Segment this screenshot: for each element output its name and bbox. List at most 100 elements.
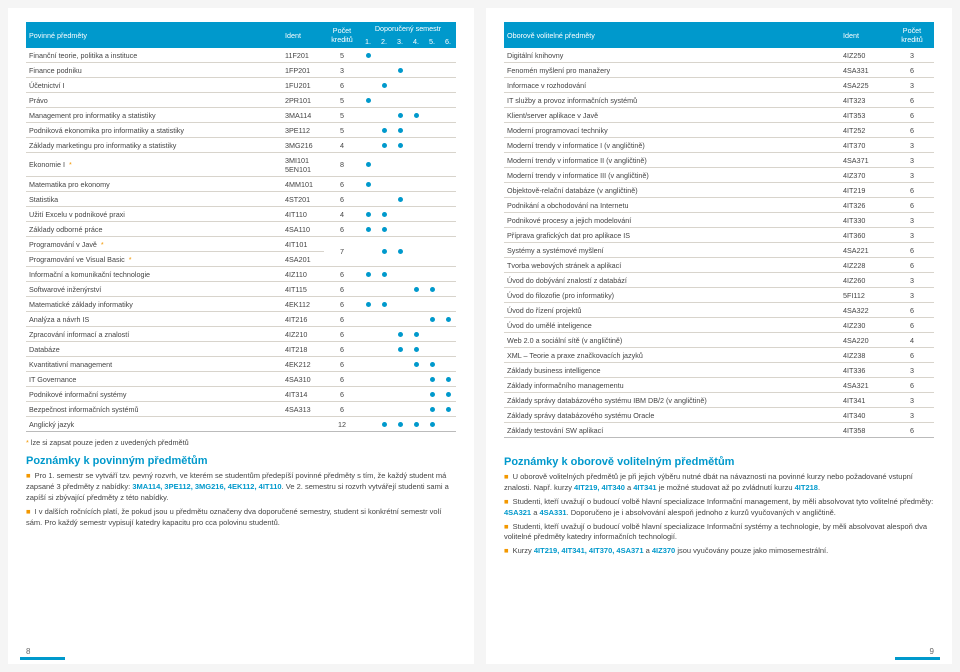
cell-sem	[424, 63, 440, 78]
cell-name: Ekonomie I *	[26, 153, 282, 177]
cell-sem	[424, 312, 440, 327]
cell-sem	[376, 207, 392, 222]
cell: 6	[890, 348, 934, 363]
cell: Příprava grafických dat pro aplikace IS	[504, 228, 840, 243]
cell-sem	[392, 192, 408, 207]
table-row: Digitální knihovny4IZ2503	[504, 48, 934, 63]
cell-sem	[392, 153, 408, 177]
cell-ident: 4SA110	[282, 222, 324, 237]
cell-ident: 4IT110	[282, 207, 324, 222]
cell-credits: 6	[324, 222, 360, 237]
cell-sem	[440, 342, 456, 357]
note-item: ■ I v dalších ročnících platí, že pokud …	[26, 507, 456, 529]
cell-sem	[440, 78, 456, 93]
cell-credits: 6	[324, 267, 360, 282]
cell: 4IT358	[840, 423, 890, 438]
table-row: Moderní trendy v informatice I (v anglič…	[504, 138, 934, 153]
cell-sem	[392, 78, 408, 93]
page-left: Povinné předměty Ident Počet kreditů Dop…	[8, 8, 474, 664]
cell-sem	[408, 342, 424, 357]
cell-ident: 4IT314	[282, 387, 324, 402]
cell: IT služby a provoz informačních systémů	[504, 93, 840, 108]
table-row: Právo2PR1015	[26, 93, 456, 108]
cell: Základy testování SW aplikací	[504, 423, 840, 438]
cell-sem	[360, 237, 376, 267]
cell-sem	[424, 78, 440, 93]
cell-sem	[440, 282, 456, 297]
cell-sem	[440, 192, 456, 207]
cell-sem	[424, 138, 440, 153]
cell-sem	[376, 327, 392, 342]
cell-sem	[376, 357, 392, 372]
cell-sem	[424, 342, 440, 357]
table-row: Základy marketingu pro informatiky a sta…	[26, 138, 456, 153]
table-row: Matematika pro ekonomy4MM1016	[26, 177, 456, 192]
cell: 4IT341	[840, 393, 890, 408]
cell: Digitální knihovny	[504, 48, 840, 63]
cell-credits: 12	[324, 417, 360, 432]
cell-name: Programování ve Visual Basic *	[26, 252, 282, 267]
cell-sem	[424, 282, 440, 297]
cell-credits: 6	[324, 357, 360, 372]
mandatory-table: Povinné předměty Ident Počet kreditů Dop…	[26, 22, 456, 432]
cell-ident	[282, 417, 324, 432]
cell-sem	[408, 63, 424, 78]
cell-sem	[376, 417, 392, 432]
cell-sem	[408, 48, 424, 63]
table-row: IT Governance4SA3106	[26, 372, 456, 387]
cell: 6	[890, 258, 934, 273]
cell: 3	[890, 213, 934, 228]
cell-sem	[440, 417, 456, 432]
cell-sem	[360, 267, 376, 282]
cell: 4IZ370	[840, 168, 890, 183]
cell: Tvorba webových stránek a aplikací	[504, 258, 840, 273]
cell: 3	[890, 153, 934, 168]
cell-credits: 6	[324, 192, 360, 207]
cell-sem	[392, 267, 408, 282]
cell-sem	[360, 138, 376, 153]
cell-sem	[360, 327, 376, 342]
cell-sem	[360, 48, 376, 63]
cell: 6	[890, 378, 934, 393]
cell-sem	[424, 357, 440, 372]
table-row: Základy business intelligence4IT3363	[504, 363, 934, 378]
notes-title-right: Poznámky k oborově volitelným předmětům	[504, 456, 934, 468]
cell: 4IT370	[840, 138, 890, 153]
cell-sem	[360, 357, 376, 372]
cell-sem	[424, 222, 440, 237]
note-item: ■ U oborově volitelných předmětů je při …	[504, 472, 934, 494]
cell: 4SA225	[840, 78, 890, 93]
cell: 3	[890, 48, 934, 63]
cell-sem	[392, 93, 408, 108]
cell-credits: 6	[324, 297, 360, 312]
cell-sem	[392, 357, 408, 372]
cell-sem	[408, 372, 424, 387]
cell-ident: 11F201	[282, 48, 324, 63]
table-row: Anglický jazyk12	[26, 417, 456, 432]
cell-ident: 4IT101	[282, 237, 324, 252]
cell-credits: 6	[324, 387, 360, 402]
cell: Úvod do umělé inteligence	[504, 318, 840, 333]
cell: 4IZ250	[840, 48, 890, 63]
table-row: Ekonomie I *3MI1015EN1018	[26, 153, 456, 177]
cell-sem	[360, 192, 376, 207]
cell-name: Užití Excelu v podnikové praxi	[26, 207, 282, 222]
cell-sem	[408, 297, 424, 312]
cell: 6	[890, 303, 934, 318]
table-row: Úvod do umělé inteligence4IZ2306	[504, 318, 934, 333]
table-row: Moderní trendy v informatice II (v angli…	[504, 153, 934, 168]
cell: Informace v rozhodování	[504, 78, 840, 93]
cell-sem	[360, 93, 376, 108]
table-row: Příprava grafických dat pro aplikace IS4…	[504, 228, 934, 243]
cell: Klient/server aplikace v Javě	[504, 108, 840, 123]
cell-sem	[440, 237, 456, 267]
note-item: ■ Kurzy 4IT219, 4IT341, 4IT370, 4SA371 a…	[504, 546, 934, 557]
cell-sem	[424, 267, 440, 282]
cell-sem	[360, 108, 376, 123]
cell-sem	[392, 177, 408, 192]
cell-ident: 4MM101	[282, 177, 324, 192]
cell: 4IT323	[840, 93, 890, 108]
cell: 6	[890, 243, 934, 258]
cell-sem	[424, 48, 440, 63]
cell-sem	[440, 207, 456, 222]
